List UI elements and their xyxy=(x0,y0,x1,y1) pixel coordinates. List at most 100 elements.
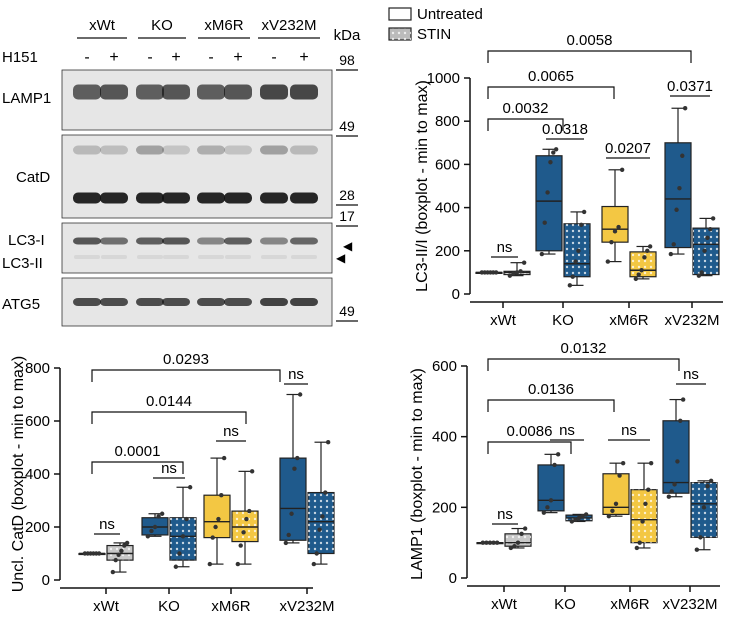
data-point xyxy=(235,561,241,567)
p-value-label: ns xyxy=(223,423,239,440)
band-arrow-icon: ◀ xyxy=(343,239,353,253)
data-point xyxy=(636,272,641,277)
data-point xyxy=(710,216,716,221)
blot-band xyxy=(100,192,128,204)
blot-panel xyxy=(61,222,333,274)
data-point xyxy=(569,519,575,524)
bracket-line xyxy=(487,441,572,454)
pair-comparison: ns xyxy=(94,516,120,535)
box-untreated-xm6r xyxy=(203,455,231,567)
y-tick-label: 800 xyxy=(435,113,460,130)
data-point xyxy=(514,270,520,275)
kda-label: kDa xyxy=(334,27,361,44)
data-point xyxy=(567,283,573,288)
blot-band xyxy=(260,192,288,204)
blot-band xyxy=(136,145,164,155)
data-point xyxy=(507,273,513,278)
blot-band xyxy=(224,84,252,100)
box-stin-xm6r xyxy=(629,244,657,282)
p-value-label: 0.0293 xyxy=(163,351,209,368)
box-untreated-ko xyxy=(537,452,565,515)
pair-comparison: 0.0371 xyxy=(667,78,713,97)
blot-band xyxy=(136,192,164,204)
data-point xyxy=(219,493,224,498)
p-value-label: ns xyxy=(683,366,699,383)
x-tick-label: xM6R xyxy=(609,312,648,329)
data-point xyxy=(289,511,294,516)
blot-band xyxy=(224,145,252,155)
data-point xyxy=(668,251,674,257)
data-point xyxy=(579,222,584,228)
box-body xyxy=(602,473,630,515)
data-point xyxy=(678,418,683,423)
blot-band xyxy=(162,145,190,155)
blot-band xyxy=(261,255,287,259)
data-point xyxy=(145,534,151,539)
data-point xyxy=(177,551,182,556)
blot-panel-label: ATG5 xyxy=(2,296,40,313)
y-tick-label: 200 xyxy=(435,243,460,260)
data-point xyxy=(156,514,161,519)
data-point xyxy=(548,160,553,165)
box-body xyxy=(537,464,565,512)
data-point xyxy=(647,244,653,249)
y-tick-label: 600 xyxy=(432,358,457,375)
data-point xyxy=(521,260,527,265)
box-untreated-ko xyxy=(535,147,563,257)
data-point xyxy=(576,248,581,253)
data-point xyxy=(152,524,158,530)
box-stin-ko xyxy=(563,209,591,288)
data-point xyxy=(699,270,704,275)
pair-comparison: ns xyxy=(491,239,518,258)
data-point xyxy=(646,487,651,492)
y-axis-label: LC3-II/I (boxplot - min to max) xyxy=(414,80,431,292)
p-value-label: 0.0136 xyxy=(528,381,574,398)
blot-band xyxy=(74,255,100,259)
data-point xyxy=(210,535,215,540)
data-point xyxy=(619,167,625,172)
bracket-line xyxy=(487,86,615,99)
significance-bracket: 0.0032 xyxy=(487,100,564,131)
data-point xyxy=(320,514,325,519)
data-point xyxy=(573,259,578,264)
y-tick-label: 800 xyxy=(25,360,50,377)
legend-label-stin: STIN xyxy=(417,26,451,43)
data-point xyxy=(511,271,516,276)
blot-band xyxy=(225,255,251,259)
box-body xyxy=(601,205,629,243)
y-tick-label: 600 xyxy=(25,413,50,430)
pair-comparison: ns xyxy=(676,366,706,385)
box-stin-xwt xyxy=(504,526,532,551)
band-arrow-icon: ◀ xyxy=(336,251,346,265)
data-point xyxy=(705,235,710,241)
blot-band xyxy=(198,255,224,259)
treatment-label: H151 xyxy=(2,49,38,66)
data-point xyxy=(606,513,612,519)
blot-group-label: xM6R xyxy=(204,17,243,34)
p-value-label: ns xyxy=(288,366,304,383)
pair-comparison: ns xyxy=(550,422,584,441)
bracket-line xyxy=(487,50,692,63)
kda-marker: 98 xyxy=(339,52,355,68)
data-point xyxy=(696,273,702,278)
significance-bracket: 0.0144 xyxy=(91,393,247,424)
data-point xyxy=(570,274,575,279)
data-point xyxy=(694,547,700,552)
data-point xyxy=(552,462,557,468)
data-point xyxy=(645,248,650,253)
blot-band xyxy=(136,84,164,100)
blot-band xyxy=(224,237,252,245)
data-point xyxy=(244,516,249,522)
blot-band xyxy=(290,298,318,306)
blot-group-label: xWt xyxy=(89,17,116,34)
lane-sign: + xyxy=(171,49,180,66)
x-tick-label: xM6R xyxy=(211,598,250,615)
blot-band xyxy=(163,255,189,259)
data-point xyxy=(113,557,118,563)
blot-band xyxy=(73,298,101,306)
data-point xyxy=(617,473,622,478)
box-untreated-ko xyxy=(141,511,169,539)
data-point xyxy=(698,535,703,540)
p-value-label: 0.0065 xyxy=(528,68,574,85)
